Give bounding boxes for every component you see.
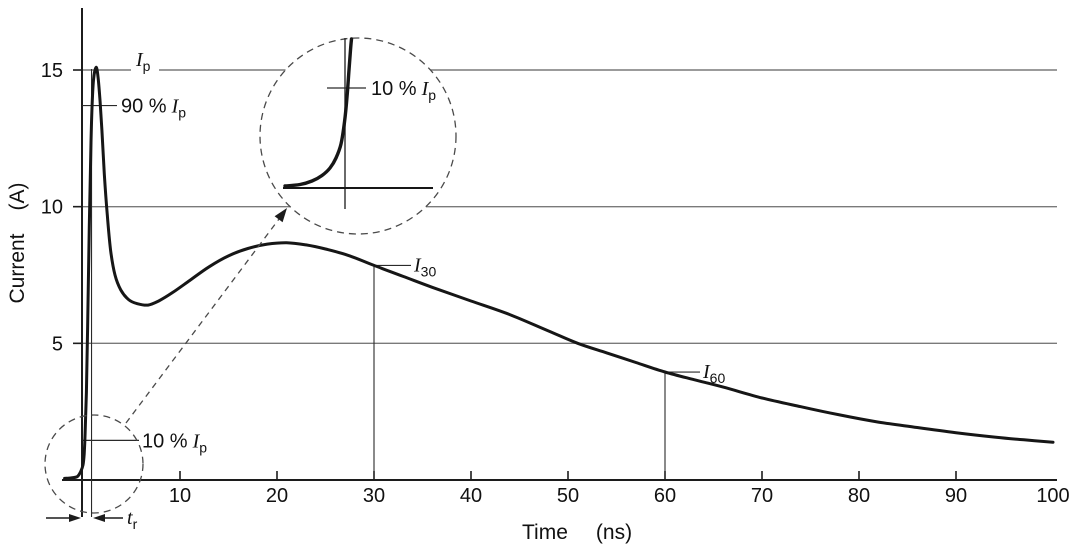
y-tick-label-5: 5 <box>52 333 63 355</box>
inset-rise-curve <box>283 37 354 188</box>
tr-arrow-left-head <box>69 514 81 522</box>
label-tr: tr <box>127 507 138 532</box>
x-tick-label-90: 90 <box>945 485 967 507</box>
label-i60: I60 <box>702 361 725 386</box>
origin-zoom-circle <box>44 414 144 514</box>
y-tick-label-15: 15 <box>41 60 63 82</box>
label-90-percent-ip: 90 % Ip <box>121 96 186 121</box>
x-tick-label-20: 20 <box>266 485 288 507</box>
label-ip: Ip <box>135 49 151 74</box>
x-axis-title: Time (ns) <box>522 521 632 544</box>
x-tick-label-80: 80 <box>848 485 870 507</box>
zoom-arrow-shaft <box>125 218 280 424</box>
x-tick-label-10: 10 <box>169 485 191 507</box>
inset-zoom-circle <box>259 37 457 235</box>
x-tick-label-70: 70 <box>751 485 773 507</box>
x-tick-label-40: 40 <box>460 485 482 507</box>
x-tick-label-50: 50 <box>557 485 579 507</box>
label-10-percent-ip-origin: 10 % Ip <box>142 430 207 455</box>
y-tick-label-10: 10 <box>41 197 63 219</box>
curve-discharge-current <box>63 65 1055 480</box>
x-tick-label-30: 30 <box>363 485 385 507</box>
y-axis-title: Current(A) <box>6 182 29 303</box>
label-10-percent-ip-inset: 10 % Ip <box>371 78 436 103</box>
x-tick-label-60: 60 <box>654 485 676 507</box>
x-tick-label-100: 100 <box>1036 485 1069 507</box>
tr-arrow-right-head <box>93 514 105 522</box>
label-i30: I30 <box>413 254 436 279</box>
zoom-arrow-head <box>274 208 287 223</box>
